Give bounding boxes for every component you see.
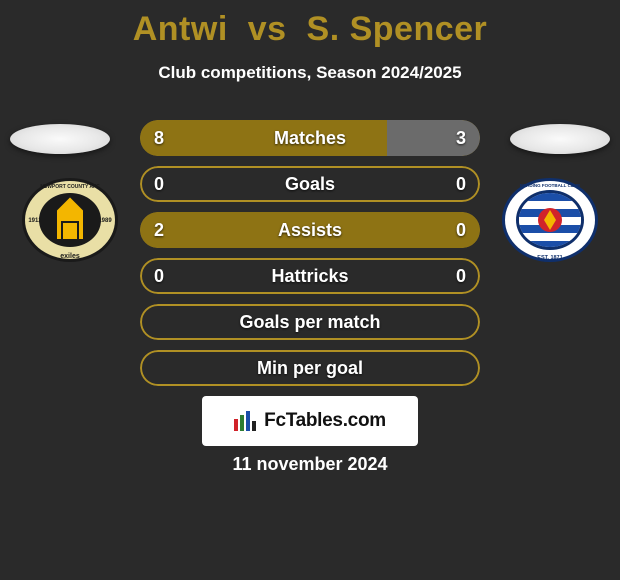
bar-row: Min per goal <box>140 350 480 386</box>
club-badge-right: READING FOOTBALL CLUB EST. 1871 <box>500 176 600 264</box>
bar-bg <box>140 350 480 386</box>
bar-fill-left <box>140 120 387 156</box>
bar-bg <box>140 304 480 340</box>
bar-bg <box>140 258 480 294</box>
subtitle: Club competitions, Season 2024/2025 <box>0 63 620 83</box>
date: 11 november 2024 <box>0 454 620 475</box>
comparison-bars: Matches83 Goals00 Assists20 Hattricks00 Goal… <box>140 120 480 396</box>
svg-text:NEWPORT COUNTY AFC: NEWPORT COUNTY AFC <box>40 184 100 190</box>
newport-badge-icon: NEWPORT COUNTY AFC 1912 1989 exiles <box>20 176 120 264</box>
bar-row: Matches83 <box>140 120 480 156</box>
svg-text:READING FOOTBALL CLUB: READING FOOTBALL CLUB <box>520 183 581 188</box>
svg-text:1912: 1912 <box>28 218 42 224</box>
bar-row: Hattricks00 <box>140 258 480 294</box>
svg-text:EST. 1871: EST. 1871 <box>537 255 562 261</box>
svg-text:1989: 1989 <box>98 218 112 224</box>
title-vs: vs <box>248 10 287 48</box>
title-player2: S. Spencer <box>307 10 488 48</box>
bar-fill-right <box>387 120 480 156</box>
player2-photo <box>510 124 610 154</box>
fctables-logo-icon <box>234 411 258 431</box>
player1-photo <box>10 124 110 154</box>
bar-bg <box>140 166 480 202</box>
root: Antwi vs S. Spencer Club competitions, S… <box>0 0 620 580</box>
page-title: Antwi vs S. Spencer <box>0 0 620 49</box>
watermark: FcTables.com <box>202 396 418 446</box>
bar-row: Goals per match <box>140 304 480 340</box>
bar-row: Assists20 <box>140 212 480 248</box>
title-player1: Antwi <box>133 10 228 48</box>
club-badge-left: NEWPORT COUNTY AFC 1912 1989 exiles <box>20 176 120 264</box>
bar-fill-left <box>140 212 480 248</box>
svg-text:exiles: exiles <box>60 253 80 260</box>
reading-badge-icon: READING FOOTBALL CLUB EST. 1871 <box>500 176 600 264</box>
bar-row: Goals00 <box>140 166 480 202</box>
watermark-text: FcTables.com <box>264 410 386 432</box>
